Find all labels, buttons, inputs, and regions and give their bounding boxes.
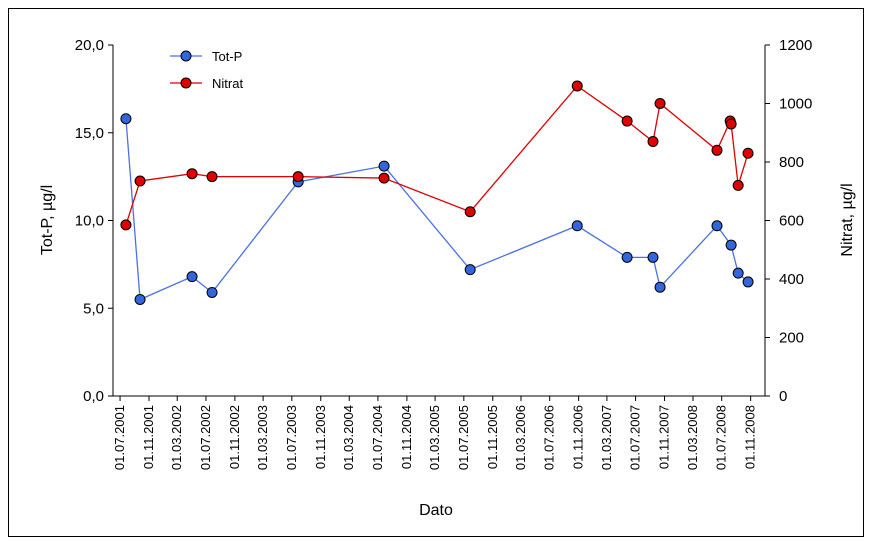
data-point	[186, 271, 198, 283]
data-point	[732, 267, 744, 279]
data-point	[186, 168, 198, 180]
x-tick-label: 01.03.2006	[513, 405, 528, 470]
data-point	[206, 286, 218, 298]
y2-tick-label: 200	[779, 330, 804, 347]
data-point	[134, 175, 146, 187]
data-point	[206, 171, 218, 183]
data-point	[120, 113, 132, 125]
legend-marker	[180, 50, 192, 62]
data-point	[647, 251, 659, 263]
data-point	[571, 220, 583, 232]
data-point	[621, 115, 633, 127]
x-tick-label: 01.03.2003	[255, 405, 270, 470]
x-axis-title: Dato	[419, 502, 453, 519]
x-tick-label: 01.11.2004	[399, 405, 414, 469]
y-tick-label: 10,0	[75, 213, 104, 230]
legend-label: Tot-P	[212, 49, 242, 64]
data-point	[134, 293, 146, 305]
x-tick-label: 01.07.2004	[370, 405, 385, 470]
x-tick-label: 01.11.2006	[571, 405, 586, 469]
x-tick-label: 01.07.2007	[628, 405, 643, 470]
data-point	[654, 98, 666, 109]
x-tick-label: 01.07.2002	[198, 405, 213, 470]
data-point	[120, 219, 132, 231]
data-point	[742, 147, 754, 159]
series-line	[125, 85, 749, 226]
y-tick-label: 15,0	[75, 125, 104, 142]
x-tick-label: 01.07.2005	[456, 405, 471, 470]
x-tick-label: 01.11.2003	[313, 405, 328, 469]
x-tick-label: 01.03.2004	[341, 405, 356, 470]
x-tick-label: 01.07.2003	[284, 405, 299, 470]
y-tick-label: 5,0	[83, 300, 104, 317]
x-tick-label: 01.11.2008	[743, 405, 758, 469]
x-tick-label: 01.03.2008	[685, 405, 700, 470]
data-point	[292, 171, 304, 183]
x-tick-label: 01.11.2007	[657, 405, 672, 469]
data-point	[742, 276, 754, 288]
data-point	[654, 281, 666, 293]
data-point	[725, 239, 737, 251]
x-tick-label: 01.07.2008	[714, 405, 729, 470]
data-point	[571, 80, 583, 92]
x-tick-label: 01.11.2002	[227, 405, 242, 469]
y2-tick-label: 0	[779, 388, 787, 405]
y2-axis-title: Nitrat, µg/l	[839, 183, 856, 256]
legend-marker	[180, 77, 192, 89]
x-tick-label: 01.03.2002	[169, 405, 184, 470]
data-point	[725, 118, 737, 130]
legend-label: Nitrat	[212, 76, 243, 91]
data-point	[647, 136, 659, 148]
data-point	[711, 144, 723, 156]
x-tick-label: 01.07.2006	[542, 405, 557, 470]
data-point	[732, 179, 744, 191]
y-tick-label: 0,0	[83, 388, 104, 405]
data-point	[464, 206, 476, 218]
y2-tick-label: 1000	[779, 96, 812, 113]
x-tick-label: 01.11.2001	[141, 405, 156, 469]
y-tick-label: 20,0	[75, 37, 104, 54]
y2-tick-label: 1200	[779, 37, 812, 54]
y2-tick-label: 600	[779, 213, 804, 230]
data-point	[711, 220, 723, 232]
data-point	[621, 251, 633, 263]
x-tick-label: 01.11.2005	[485, 405, 500, 469]
data-point	[378, 160, 390, 172]
x-tick-label: 01.07.2001	[112, 405, 127, 470]
y2-tick-label: 800	[779, 154, 804, 171]
data-point	[378, 172, 390, 184]
data-point	[464, 264, 476, 276]
y-axis-title: Tot-P, µg/l	[39, 185, 56, 255]
y2-tick-label: 400	[779, 271, 804, 288]
x-tick-label: 01.03.2005	[427, 405, 442, 470]
x-tick-label: 01.03.2007	[599, 405, 614, 470]
